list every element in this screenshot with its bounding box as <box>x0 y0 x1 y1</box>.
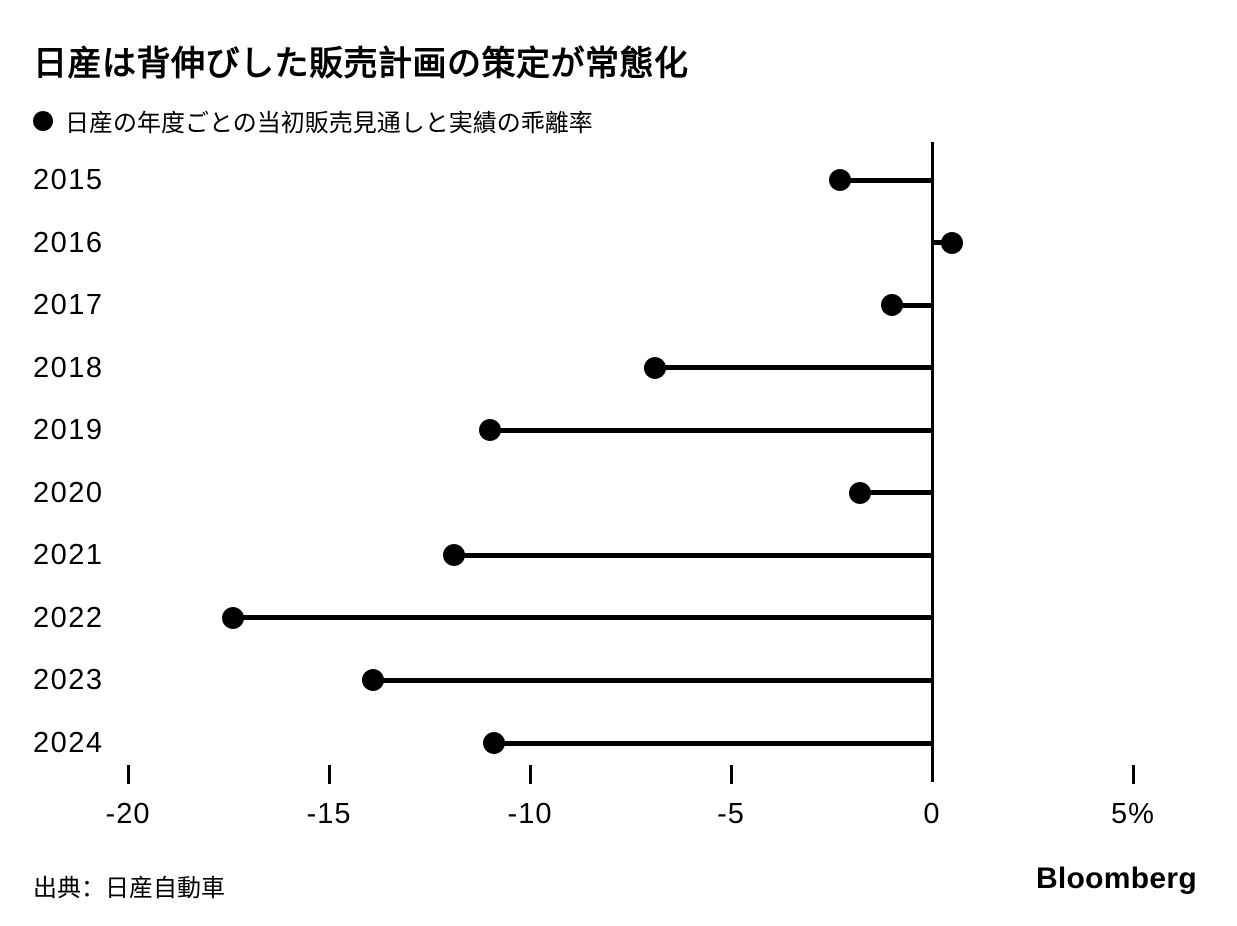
year-label: 2024 <box>33 727 104 759</box>
year-label: 2020 <box>33 476 104 509</box>
data-point-dot <box>880 294 903 317</box>
year-label: 2022 <box>33 601 104 634</box>
x-tick-label: -15 <box>306 798 352 830</box>
data-point-dot <box>221 606 244 629</box>
data-point-dot <box>848 481 871 504</box>
stem-line <box>232 615 932 621</box>
x-tick <box>528 765 532 784</box>
x-tick-label: -20 <box>105 798 151 830</box>
legend-label: 日産の年度ごとの当初販売見通しと実績の乖離率 <box>65 110 593 137</box>
year-label: 2017 <box>33 289 104 322</box>
chart-legend: 日産の年度ごとの当初販売見通しと実績の乖離率 <box>33 103 593 138</box>
x-tick <box>729 765 733 784</box>
x-tick <box>327 765 331 784</box>
data-point-dot <box>828 169 851 191</box>
bloomberg-logo: Bloomberg <box>1035 862 1197 895</box>
data-point-dot <box>478 419 501 442</box>
stem-line <box>489 427 932 433</box>
data-point-dot <box>643 356 666 379</box>
stem-line <box>891 302 932 308</box>
stem-line <box>373 677 932 683</box>
stem-line <box>493 740 932 746</box>
stem-line <box>839 177 932 183</box>
stem-line <box>453 552 932 558</box>
source-note: 出典：日産自動車 <box>33 875 225 902</box>
data-point-dot <box>941 231 964 254</box>
year-label: 2016 <box>33 226 104 259</box>
x-tick-label: -5 <box>717 798 745 830</box>
stem-line <box>654 365 932 371</box>
year-label: 2018 <box>33 351 104 384</box>
year-label: 2023 <box>33 664 104 697</box>
legend-marker-icon <box>33 110 53 131</box>
year-label: 2019 <box>33 414 104 447</box>
data-point-dot <box>482 732 505 754</box>
data-point-dot <box>442 544 465 567</box>
x-tick-label: 0 <box>923 798 941 830</box>
data-point-dot <box>362 669 385 692</box>
x-tick-label: -10 <box>507 798 553 830</box>
stem-line <box>859 490 932 496</box>
x-tick <box>1131 765 1135 784</box>
zero-axis-line <box>930 142 934 782</box>
x-tick-label: 5% <box>1111 798 1155 830</box>
year-label: 2015 <box>33 164 104 196</box>
x-tick <box>126 765 130 784</box>
chart-title: 日産は背伸びした販売計画の策定が常態化 <box>33 45 689 83</box>
year-label: 2021 <box>33 539 104 572</box>
